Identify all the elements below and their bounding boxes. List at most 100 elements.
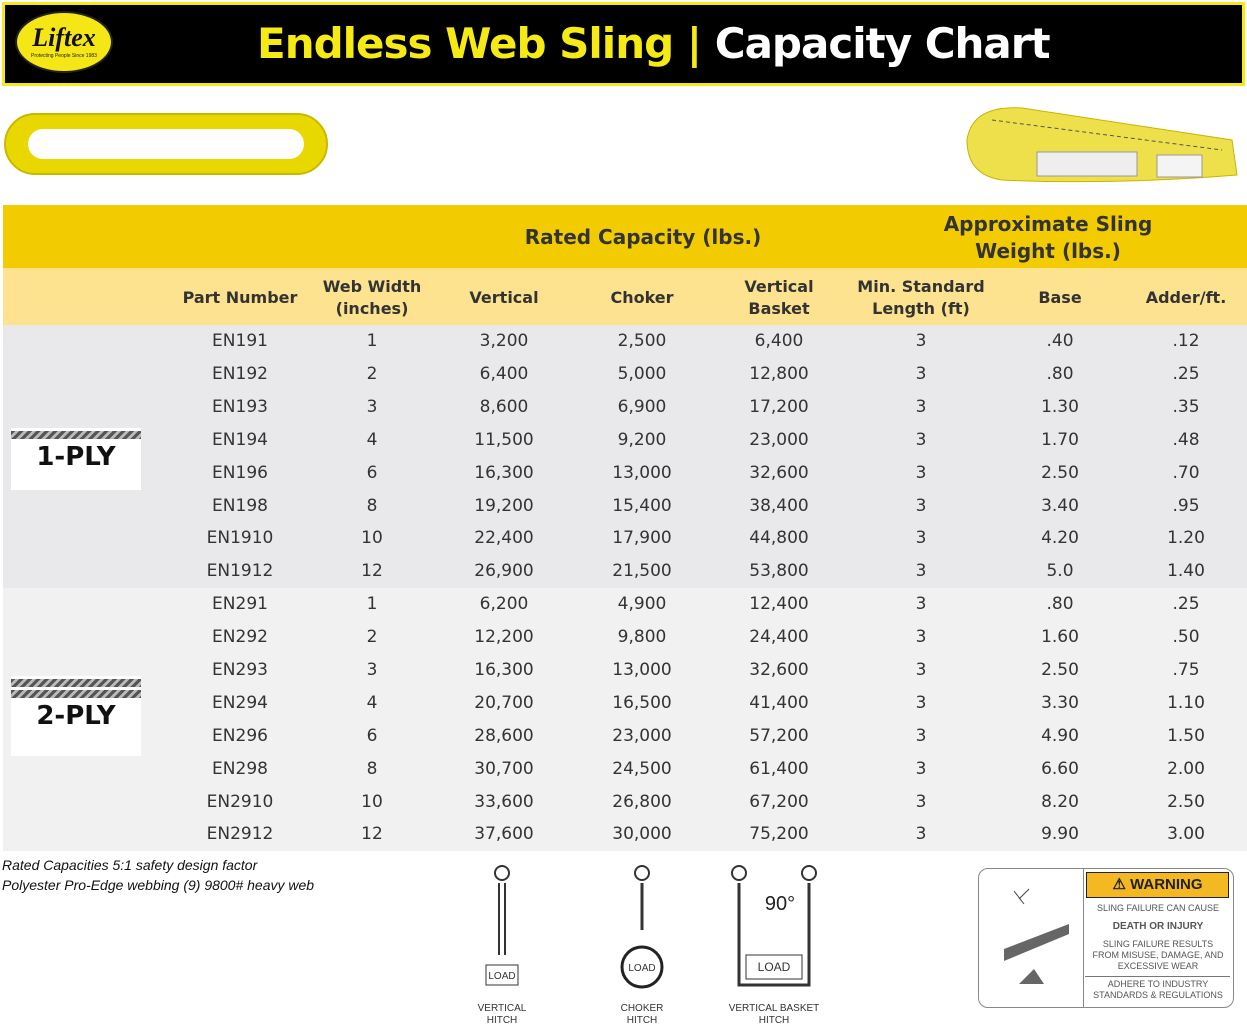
ply-group-1: 1-PLY EN191 1 3,200 2,500 6,400 3.40.12 EN192 2 6… [3, 325, 1247, 589]
footnote: Rated Capacities 5:1 safety design facto… [2, 857, 258, 873]
table-cell: 2.50 [1167, 791, 1205, 812]
table-cell: 1.10 [1167, 692, 1205, 713]
table-cell: EN292 [212, 627, 268, 648]
table-cell: 3 [915, 791, 927, 812]
table-cell: 4.20 [1041, 528, 1079, 549]
ply-group-2: 2-PLY EN291 1 6,200 4,900 12,400 3 .80 .25 EN292 2… [3, 588, 1247, 852]
page-title: Endless Web Sling | Capacity Chart [257, 19, 1051, 68]
column-header: Min. Standard Length (ft) [857, 277, 985, 318]
table-cell: 20,700 [474, 692, 534, 713]
title-product: Endless Web Sling [257, 19, 674, 68]
title-chart: Capacity Chart [714, 19, 1051, 68]
table-column-header: Part Number Web Width (inches) Vertical Cho… [3, 268, 1247, 325]
table-cell: 6,200 [479, 594, 529, 615]
table-cell: 8.20 [1041, 791, 1079, 812]
table-cell: 53,800 [749, 561, 809, 582]
rated-capacity-header: Rated Capacity (lbs.) [524, 225, 762, 249]
table-cell: .50 [1172, 627, 1200, 648]
column-header: Choker [610, 288, 674, 307]
column-header: Vertical [469, 288, 539, 307]
table-cell: 4.90 [1041, 725, 1079, 746]
table-row: EN293 3 16,300 13,000 32,600 3 2.50 .75 [3, 654, 1247, 687]
table-cell: 26,800 [612, 791, 672, 812]
table-cell: EN198 [212, 495, 268, 516]
warning-line: SLING FAILURE CAN CAUSE [1096, 903, 1220, 913]
table-cell: 44,800 [749, 528, 809, 549]
table-cell: EN1912 [206, 561, 274, 582]
table-cell: .40 [1046, 331, 1074, 351]
table-row: EN194 4 11,500 9,200 23,000 3 1.70 .48 [3, 424, 1247, 457]
load-label: LOAD [488, 971, 515, 982]
table-cell: 75,200 [749, 824, 809, 845]
table-row: EN192 2 6,400 5,000 12,800 3 .80 .25 [3, 358, 1247, 391]
table-cell: 1.30 [1041, 396, 1079, 417]
table-cell: 61,400 [749, 758, 809, 779]
table-cell: 3 [915, 692, 927, 713]
table-cell: EN293 [212, 659, 268, 680]
table-cell: 6 [366, 462, 378, 483]
vertical-basket-hitch-diagram: LOAD 90° VERTICAL BASKET HITCH [714, 855, 834, 1027]
table-cell: 2 [366, 363, 378, 384]
table-cell: 3,200 [479, 331, 529, 351]
warning-title-text: WARNING [1130, 876, 1203, 893]
table-cell: 1.20 [1167, 528, 1205, 549]
table-cell: .80 [1046, 363, 1074, 384]
table-cell: .75 [1172, 659, 1200, 680]
table-cell: 1.40 [1167, 561, 1205, 582]
table-cell: .70 [1172, 462, 1200, 483]
angle-label: 90° [765, 893, 795, 915]
table-row: EN1912 12 26,900 21,500 53,800 3 5.0 1.40 [3, 555, 1247, 588]
table-cell: 4,900 [617, 594, 667, 615]
warning-line: SLING FAILURE RESULTS FROM MISUSE, DAMAG… [1092, 939, 1224, 971]
table-cell: EN191 [212, 331, 268, 351]
table-cell: 3 [915, 561, 927, 582]
table-cell: 3 [915, 429, 927, 450]
table-cell: 5,000 [617, 363, 667, 384]
table-cell: 1.60 [1041, 627, 1079, 648]
hitch-label: VERTICAL HITCH [477, 1003, 527, 1026]
hitch-label: VERTICAL BASKET HITCH [728, 1003, 820, 1026]
table-cell: .25 [1172, 594, 1200, 615]
table-cell: 9.90 [1041, 824, 1079, 845]
footnote: Polyester Pro-Edge webbing (9) 9800# hea… [2, 877, 315, 893]
table-cell: 9,800 [617, 627, 667, 648]
table-row: EN196 6 16,300 13,000 32,600 3 2.50 .70 [3, 457, 1247, 490]
endless-sling-image [4, 113, 328, 175]
table-cell: 6 [366, 725, 378, 746]
table-cell: EN1910 [206, 528, 274, 549]
table-cell: .48 [1172, 429, 1200, 450]
table-row: EN193 3 8,600 6,900 17,200 3 1.30 .35 [3, 391, 1247, 424]
table-cell: 10 [361, 528, 383, 549]
table-cell: 4 [366, 692, 378, 713]
table-cell: EN193 [212, 396, 268, 417]
hitch-label: CHOKER HITCH [620, 1003, 664, 1026]
table-row: EN198 8 19,200 15,400 38,400 3 3.40 .95 [3, 490, 1247, 523]
table-cell: 26,900 [474, 561, 534, 582]
table-cell: 11,500 [474, 429, 534, 450]
table-cell: 9,200 [617, 429, 667, 450]
table-cell: .95 [1172, 495, 1200, 516]
table-cell: 2 [366, 627, 378, 648]
table-row: EN2910 10 33,600 26,800 67,200 3 8.20 2.50 [3, 786, 1247, 819]
table-cell: 28,600 [474, 725, 534, 746]
table-cell: 12 [361, 561, 383, 582]
table-cell: 12,400 [749, 594, 809, 615]
table-cell: 2.00 [1167, 758, 1205, 779]
webbing-icon [11, 690, 141, 699]
table-row: EN292 2 12,200 9,800 24,400 3 1.60 .50 [3, 621, 1247, 654]
table-cell: 3 [915, 758, 927, 779]
table-cell: 2,500 [617, 331, 667, 351]
table-cell: 3 [915, 331, 927, 351]
table-cell: 5.0 [1046, 561, 1074, 582]
table-cell: 2.50 [1041, 462, 1079, 483]
table-cell: 23,000 [749, 429, 809, 450]
footnotes: Rated Capacities 5:1 safety design facto… [2, 855, 314, 895]
table-cell: 67,200 [749, 791, 809, 812]
column-header: Part Number [182, 288, 298, 307]
vertical-hitch-icon: LOAD [485, 865, 519, 986]
table-cell: 8 [366, 758, 378, 779]
load-label: LOAD [628, 963, 655, 974]
table-cell: 24,400 [749, 627, 809, 648]
table-cell: 16,300 [474, 462, 534, 483]
table-cell: 2.50 [1041, 659, 1079, 680]
